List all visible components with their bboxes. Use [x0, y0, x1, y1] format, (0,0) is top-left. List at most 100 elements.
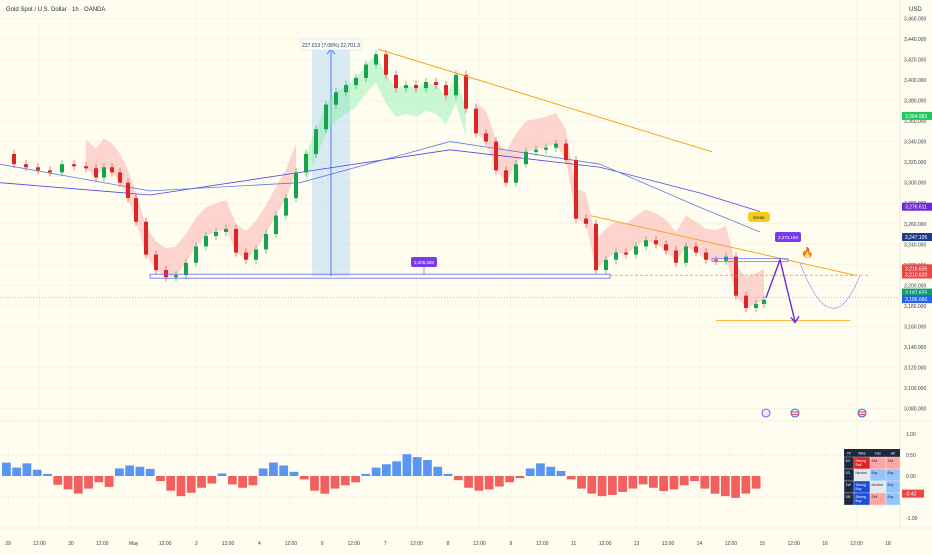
price-tick-label: 3,180.000 — [904, 304, 926, 310]
candle — [604, 259, 608, 271]
candle — [144, 221, 148, 255]
oscillator-bar — [546, 466, 556, 476]
price-tick-label: 3,400.000 — [904, 78, 926, 84]
oscillator-bar — [710, 476, 720, 494]
oscillator-bar — [176, 476, 186, 497]
price-badge — [902, 111, 932, 120]
candle — [154, 254, 158, 271]
indicator-value-label: -0.42 — [905, 492, 917, 498]
oscillator-bar — [402, 454, 412, 476]
oscillator-bar — [628, 476, 638, 489]
target-tag-label: 3,274.194 — [778, 235, 799, 240]
measure-tool[interactable]: 227.013 (7.08%) 22,701.3 — [300, 38, 362, 51]
table-cell-label: 1D — [846, 471, 851, 475]
candle — [84, 166, 88, 169]
oscillator-bar — [135, 466, 145, 476]
candle — [614, 252, 618, 260]
table-header-label: All — [891, 452, 895, 456]
time-tick-label: 13 — [634, 541, 640, 547]
oscillator-bar — [659, 476, 669, 492]
price-tick-label: 3,160.000 — [904, 325, 926, 331]
price-axis[interactable]: 3,460.000 3,440.000 3,420.000 3,400.000 3,38… — [904, 16, 926, 412]
table-cell-label: Buy — [888, 495, 894, 499]
oscillator-bar — [505, 476, 515, 483]
oscillator-bar — [392, 461, 402, 476]
candle — [424, 81, 428, 89]
oscillator-bar — [618, 476, 627, 492]
oscillator-bar — [443, 473, 453, 476]
oscillator-bar — [382, 464, 391, 476]
projection-arrow — [765, 257, 796, 322]
oscillator-bar — [566, 476, 576, 480]
oscillator-bar — [310, 476, 319, 491]
price-tick-label: 3,260.000 — [904, 222, 926, 228]
candle — [304, 153, 308, 173]
price-tick-label: 3,140.000 — [904, 345, 926, 351]
oscillator-bar — [12, 467, 22, 476]
candle — [414, 85, 418, 89]
oscillator-bar — [556, 470, 566, 476]
target-tag[interactable]: 3,274.194 — [775, 232, 801, 242]
table-cell-label: Sell — [872, 459, 878, 463]
table-cell-label: Buy — [856, 499, 862, 503]
candle — [12, 153, 16, 165]
time-tick-label: 12:00 — [473, 541, 486, 547]
breakout-tag[interactable]: break — [748, 212, 770, 222]
candle — [474, 108, 478, 134]
oscillator-bar — [484, 476, 494, 490]
table-cell-label: Buy — [856, 487, 862, 491]
oscillator-bar — [114, 468, 124, 476]
candle — [364, 64, 368, 78]
candle — [484, 133, 488, 142]
oscillator-panel: 1.00 0.50 0.00 -0.42 -1.00 — [0, 432, 924, 522]
candle — [126, 182, 130, 199]
table-header-cell — [870, 449, 886, 457]
oscillator-bar — [751, 476, 761, 489]
time-tick-label: 7 — [384, 541, 387, 547]
indicator-tick-label: 0.50 — [906, 453, 916, 459]
time-axis[interactable]: 29 12:00 30 12:00 May 12:00 2 12:00 4 12:00 6 12:00… — [5, 541, 891, 547]
time-tick-label: 12:00 — [725, 541, 738, 547]
oscillator-bar — [515, 476, 525, 479]
table-header-label: TF — [847, 452, 851, 456]
oscillator-bar — [53, 476, 63, 485]
price-badge — [902, 295, 932, 304]
us-flag-icon[interactable] — [790, 408, 800, 418]
event-marker-icon[interactable] — [761, 408, 771, 418]
oscillator-bar — [720, 476, 730, 497]
time-tick-label: 12:00 — [285, 541, 298, 547]
oscillator-bar — [2, 462, 11, 476]
candle — [634, 246, 638, 255]
time-tick-label: 6 — [321, 541, 324, 547]
oscillator-bar — [351, 476, 360, 483]
time-tick-label: 12:00 — [536, 541, 549, 547]
candle — [674, 250, 678, 263]
table-cell-label: 1H — [846, 459, 851, 463]
table-cell-label: Sell — [856, 463, 862, 467]
candle — [354, 77, 358, 86]
us-flag-icon-2[interactable] — [857, 408, 867, 418]
time-tick-label: 29 — [5, 541, 11, 547]
price-tick-label: 3,360.000 — [904, 119, 926, 125]
candle — [324, 104, 328, 130]
candle — [174, 275, 178, 278]
oscillator-bar — [63, 476, 73, 490]
time-tick-label: 12:00 — [96, 541, 109, 547]
grid-lines — [0, 0, 932, 529]
price-badges: 3,364.982 3,276.611 3,247.105 3,216.6353,21… — [902, 111, 932, 304]
measure-label: 227.013 (7.08%) 22,701.3 — [302, 43, 360, 49]
time-tick-label: 2 — [195, 541, 198, 547]
candle — [544, 147, 548, 150]
moving-average-line — [0, 141, 761, 233]
price-tick-label: 3,380.000 — [904, 98, 926, 104]
oscillator-bar — [248, 476, 258, 486]
price-tick-label: 3,320.000 — [904, 160, 926, 166]
support-tag[interactable]: 3,205.398 — [411, 257, 437, 267]
oscillator-bar — [279, 465, 289, 476]
candle — [118, 172, 122, 183]
candle — [494, 141, 498, 171]
candle — [110, 167, 114, 173]
time-tick-label: 11 — [571, 541, 576, 547]
candle — [594, 223, 598, 271]
